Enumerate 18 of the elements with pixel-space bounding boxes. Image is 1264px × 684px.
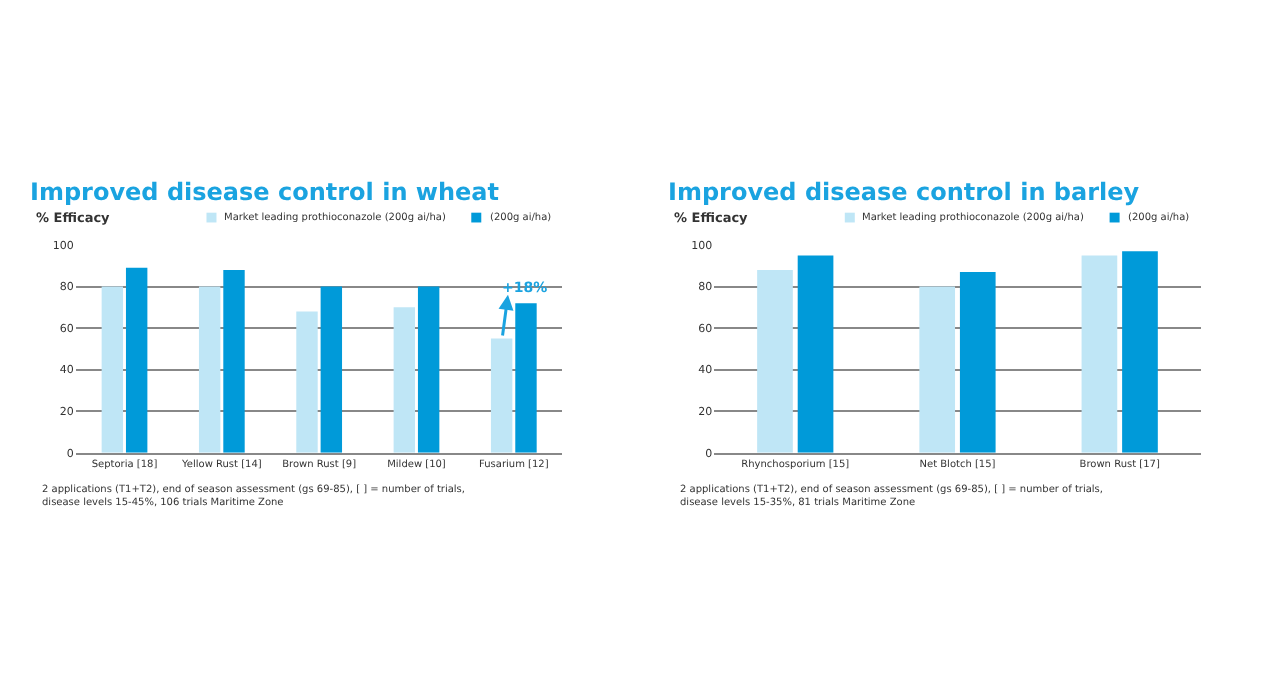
bar — [959, 272, 996, 453]
bar — [417, 286, 440, 453]
bar — [757, 269, 793, 453]
bar — [101, 286, 124, 453]
bar — [490, 338, 513, 453]
bar — [919, 286, 956, 453]
bar — [515, 303, 537, 453]
chart-title: Improved disease control in wheat — [30, 178, 500, 206]
bar — [198, 286, 221, 453]
bar — [223, 269, 245, 453]
bar — [393, 307, 416, 453]
bar — [1081, 255, 1118, 453]
bar — [320, 286, 343, 453]
bar — [1122, 251, 1158, 453]
bar — [797, 255, 834, 453]
bar — [125, 267, 148, 453]
bar — [296, 311, 318, 453]
chart-title: Improved disease control in barley — [668, 178, 1140, 206]
